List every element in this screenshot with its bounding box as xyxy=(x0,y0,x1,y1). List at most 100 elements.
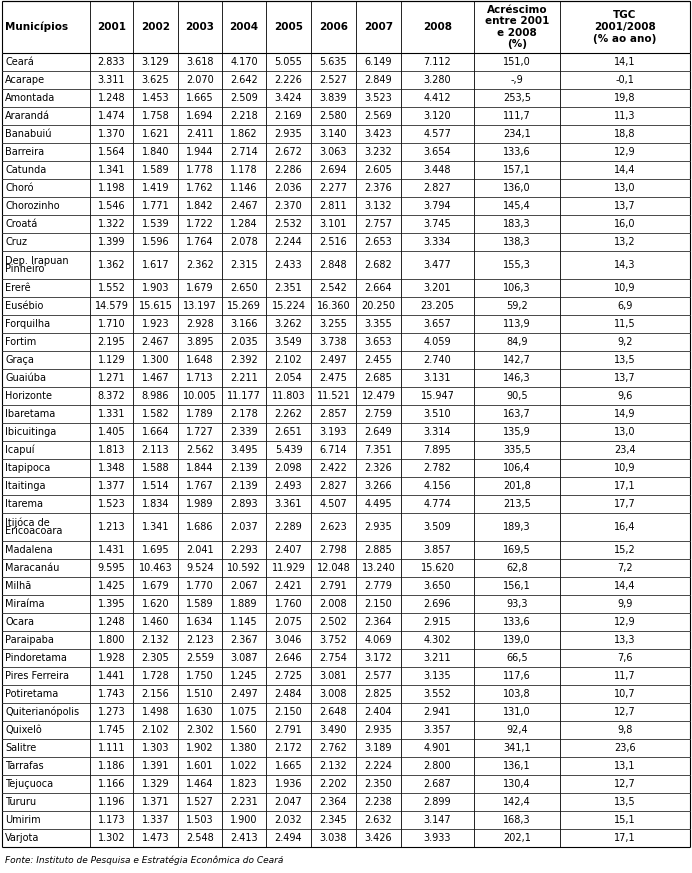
Text: 2.041: 2.041 xyxy=(186,545,214,555)
Text: 2.078: 2.078 xyxy=(230,237,258,247)
Text: 3.355: 3.355 xyxy=(365,319,392,329)
Text: 3.140: 3.140 xyxy=(320,129,347,139)
Text: 11.929: 11.929 xyxy=(272,563,305,573)
Text: 2.885: 2.885 xyxy=(365,545,392,555)
Text: 2.791: 2.791 xyxy=(320,581,347,591)
Text: 2.315: 2.315 xyxy=(230,260,258,270)
Text: Municípios: Municípios xyxy=(5,22,68,32)
Text: 3.081: 3.081 xyxy=(320,671,347,681)
Text: Quixelô: Quixelô xyxy=(5,725,42,735)
Text: 13,7: 13,7 xyxy=(614,373,636,383)
Text: 2.293: 2.293 xyxy=(230,545,258,555)
Text: 1.750: 1.750 xyxy=(186,671,214,681)
Text: 169,5: 169,5 xyxy=(503,545,531,555)
Text: 2.218: 2.218 xyxy=(230,111,258,121)
Text: 3.131: 3.131 xyxy=(424,373,451,383)
Text: Itapipoca: Itapipoca xyxy=(5,463,51,473)
Text: 8.986: 8.986 xyxy=(142,391,170,401)
Text: 2.759: 2.759 xyxy=(365,409,392,419)
Text: Madalena: Madalena xyxy=(5,545,53,555)
Text: 2.224: 2.224 xyxy=(365,761,392,771)
Text: 3.147: 3.147 xyxy=(424,815,451,825)
Text: 10.463: 10.463 xyxy=(138,563,172,573)
Text: 66,5: 66,5 xyxy=(506,653,528,663)
Text: 2.849: 2.849 xyxy=(365,75,392,85)
Text: 14,9: 14,9 xyxy=(614,409,636,419)
Text: 6.714: 6.714 xyxy=(320,445,347,455)
Text: 213,5: 213,5 xyxy=(503,499,531,509)
Text: 2006: 2006 xyxy=(319,22,348,32)
Text: 1.722: 1.722 xyxy=(186,219,214,229)
Text: 1.473: 1.473 xyxy=(142,833,170,843)
Text: 62,8: 62,8 xyxy=(506,563,528,573)
Text: 1.601: 1.601 xyxy=(186,761,214,771)
Text: 13,0: 13,0 xyxy=(614,427,636,437)
Text: 1.728: 1.728 xyxy=(142,671,170,681)
Text: 2.779: 2.779 xyxy=(365,581,392,591)
Text: 10,7: 10,7 xyxy=(614,689,636,699)
Text: 10.005: 10.005 xyxy=(183,391,217,401)
Text: 12,7: 12,7 xyxy=(614,707,636,717)
Text: 3.314: 3.314 xyxy=(424,427,451,437)
Text: 1.245: 1.245 xyxy=(230,671,258,681)
Text: 7,6: 7,6 xyxy=(617,653,632,663)
Text: Ibicuitinga: Ibicuitinga xyxy=(5,427,56,437)
Text: 1.322: 1.322 xyxy=(98,219,125,229)
Text: 3.087: 3.087 xyxy=(230,653,258,663)
Text: 3.839: 3.839 xyxy=(320,93,347,103)
Text: 10,9: 10,9 xyxy=(614,283,636,293)
Text: 4.901: 4.901 xyxy=(424,743,451,753)
Text: 163,7: 163,7 xyxy=(503,409,531,419)
Text: Miraíma: Miraíma xyxy=(5,599,44,609)
Text: 142,4: 142,4 xyxy=(503,797,531,807)
Text: 3.618: 3.618 xyxy=(186,57,214,67)
Text: Tarrafas: Tarrafas xyxy=(5,761,44,771)
Text: 2.433: 2.433 xyxy=(275,260,302,270)
Text: 2.262: 2.262 xyxy=(275,409,302,419)
Text: 1.370: 1.370 xyxy=(98,129,125,139)
Text: 136,0: 136,0 xyxy=(503,183,531,193)
Text: 7,2: 7,2 xyxy=(617,563,632,573)
Text: 9,9: 9,9 xyxy=(617,599,632,609)
Text: 1.302: 1.302 xyxy=(98,833,125,843)
Text: 2.421: 2.421 xyxy=(275,581,302,591)
Text: 14,1: 14,1 xyxy=(614,57,636,67)
Text: 2.827: 2.827 xyxy=(424,183,451,193)
Text: 103,8: 103,8 xyxy=(503,689,531,699)
Text: 1.903: 1.903 xyxy=(142,283,170,293)
Text: 1.923: 1.923 xyxy=(142,319,170,329)
Text: 1.405: 1.405 xyxy=(98,427,125,437)
Text: 2007: 2007 xyxy=(364,22,393,32)
Text: 106,4: 106,4 xyxy=(503,463,531,473)
Text: 8.372: 8.372 xyxy=(98,391,125,401)
Text: 3.490: 3.490 xyxy=(320,725,347,735)
Text: 130,4: 130,4 xyxy=(503,779,531,789)
Text: 151,0: 151,0 xyxy=(503,57,531,67)
Text: 1.679: 1.679 xyxy=(186,283,214,293)
Text: 1.539: 1.539 xyxy=(142,219,170,229)
Text: 4.507: 4.507 xyxy=(320,499,347,509)
Text: 1.395: 1.395 xyxy=(98,599,125,609)
Text: 2.762: 2.762 xyxy=(320,743,347,753)
Text: 15.947: 15.947 xyxy=(421,391,455,401)
Text: 1.474: 1.474 xyxy=(98,111,125,121)
Text: 2.562: 2.562 xyxy=(186,445,214,455)
Text: 1.145: 1.145 xyxy=(230,617,258,627)
Text: 2.150: 2.150 xyxy=(275,707,302,717)
Text: 2.102: 2.102 xyxy=(275,355,302,365)
Text: 1.589: 1.589 xyxy=(186,599,214,609)
Text: 2002: 2002 xyxy=(141,22,170,32)
Text: 168,3: 168,3 xyxy=(503,815,531,825)
Text: 3.193: 3.193 xyxy=(320,427,347,437)
Text: 1.329: 1.329 xyxy=(142,779,170,789)
Text: 4.302: 4.302 xyxy=(424,635,451,645)
Text: 1.694: 1.694 xyxy=(186,111,214,121)
Text: 1.648: 1.648 xyxy=(186,355,214,365)
Text: 2.825: 2.825 xyxy=(365,689,392,699)
Text: 2.651: 2.651 xyxy=(275,427,302,437)
Text: 2.364: 2.364 xyxy=(365,617,392,627)
Text: 139,0: 139,0 xyxy=(503,635,531,645)
Text: 17,1: 17,1 xyxy=(614,833,636,843)
Text: 4.156: 4.156 xyxy=(424,481,451,491)
Text: 23,6: 23,6 xyxy=(614,743,636,753)
